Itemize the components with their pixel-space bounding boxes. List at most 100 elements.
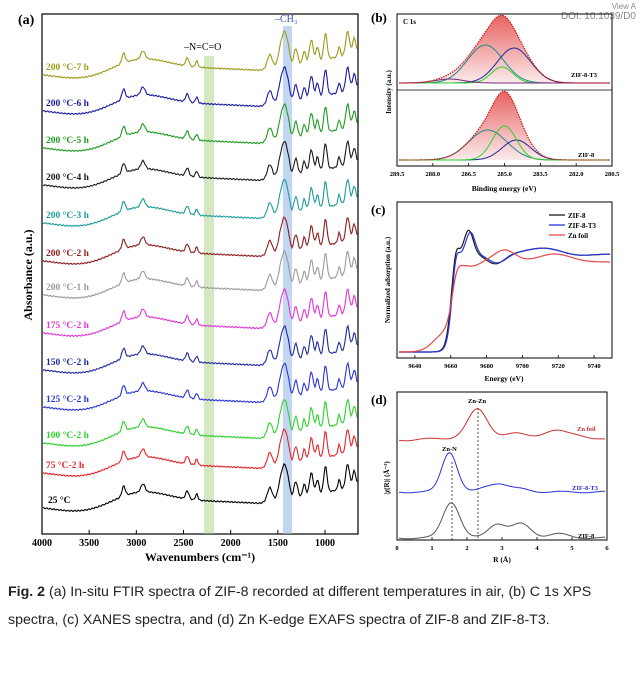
- xps-envelope-fill: [399, 15, 610, 83]
- ftir-trace: [42, 102, 358, 153]
- exafs-zn-foil: [398, 408, 605, 442]
- ftir-trace-label: 200 °C-6 h: [46, 98, 90, 109]
- exafs-curves: [398, 408, 605, 540]
- ftir-trace: [43, 361, 358, 412]
- x-tick-label: 1: [430, 545, 433, 552]
- ch3-band-label: –CH₃: [274, 14, 297, 25]
- doi-text: DOI: 10.1039/D0: [560, 11, 636, 22]
- panel-c-xlabel: Energy (eV): [485, 374, 524, 383]
- exafs-zif8-t3: [398, 452, 605, 494]
- panel-d-letter: (d): [371, 392, 387, 407]
- panel-b-title: C 1s: [403, 18, 416, 26]
- ftir-trace-label: 100 °C-2 h: [46, 430, 90, 441]
- ftir-trace-label: 200 °C-5 h: [46, 135, 90, 146]
- figure-caption: Fig. 2 (a) In-situ FTIR spectra of ZIF-8…: [8, 578, 634, 634]
- panel-d-frame: [396, 391, 608, 541]
- ftir-trace: [42, 398, 358, 448]
- panel-b-x-ticks: 289.5 288.0 286.5 285.0 283.5 282.0 280.5: [390, 163, 620, 178]
- ftir-trace-label: 200 °C-3 h: [46, 210, 90, 221]
- panel-b-letter: (b): [371, 10, 387, 25]
- x-tick-label: 4: [535, 545, 539, 552]
- ftir-trace-label: 25 °C: [48, 495, 71, 506]
- x-tick-label: 0: [395, 545, 398, 552]
- x-tick-label: 3000: [126, 538, 146, 549]
- ftir-traces: [42, 30, 358, 513]
- x-tick-label: 2: [465, 545, 468, 552]
- ftir-trace-label: 200 °C-1 h: [46, 282, 90, 293]
- panel-d-xlabel: R (Å): [493, 555, 511, 564]
- legend-t3: ZIF-8-T3: [568, 222, 597, 230]
- xanes-zif8-t3: [399, 231, 610, 353]
- xps-envelope: [399, 14, 610, 84]
- x-tick-label: 3500: [79, 538, 99, 549]
- ftir-trace-label: 75 °C-2 h: [46, 460, 85, 471]
- xps-envelope: [399, 90, 610, 161]
- view-text: View A: [611, 2, 636, 11]
- x-tick-label: 2500: [173, 538, 193, 549]
- nco-band: [204, 56, 214, 534]
- x-tick-label: 1000: [315, 538, 335, 549]
- panel-a-x-ticks: 4000 3500 3000 2500 2000 1500 1000: [32, 530, 335, 549]
- panel-a-xlabel: Wavenumbers (cm⁻¹): [145, 550, 255, 564]
- panel-b: (b) C 1s ZIF-8-T3 ZIF-8 289.5 288.0 286.5 2…: [371, 10, 620, 193]
- xps-label-zif8: ZIF-8: [578, 152, 595, 159]
- x-tick-label: 3: [500, 545, 504, 552]
- legend-zif8: ZIF-8: [568, 212, 586, 220]
- x-tick-label: 9700: [516, 363, 529, 370]
- panel-a-ylabel: Absorbance (a.u.): [21, 229, 35, 320]
- x-tick-label: 1500: [268, 538, 288, 549]
- x-tick-label: 286.5: [461, 171, 476, 178]
- panel-c-legend: ZIF-8 ZIF-8-T3 Zn foil: [549, 212, 597, 240]
- x-tick-label: 6: [605, 545, 609, 552]
- x-tick-label: 283.5: [533, 171, 548, 178]
- exafs-label-foil: Zn foil: [577, 426, 596, 433]
- ftir-trace-label: 200 °C-2 h: [46, 248, 90, 259]
- legend-foil: Zn foil: [568, 232, 588, 240]
- x-tick-label: 289.5: [390, 171, 405, 178]
- ftir-trace-label: 200 °C-7 h: [46, 62, 90, 73]
- ftir-trace-label: 175 °C-2 h: [46, 320, 90, 331]
- panel-d: (d) Zn-Zn Zn-N Zn foil ZIF-8-T3 ZIF-8 0 1…: [371, 391, 609, 564]
- zn-n-label: Zn-N: [442, 446, 457, 453]
- xanes-zn-foil: [399, 249, 610, 353]
- x-tick-label: 4000: [32, 538, 52, 549]
- x-tick-label: 288.0: [426, 171, 441, 178]
- x-tick-label: 285.0: [497, 171, 512, 178]
- panel-a-letter: (a): [18, 13, 35, 28]
- ftir-labels: 200 °C-7 h 200 °C-6 h 200 °C-5 h 200 °C-4 h…: [46, 62, 90, 506]
- ftir-trace: [42, 462, 358, 513]
- x-tick-label: 9660: [444, 363, 457, 370]
- caption-fig-label: Fig. 2: [8, 584, 46, 600]
- xanes-curves: [399, 229, 610, 353]
- ftir-trace: [42, 249, 358, 300]
- ftir-trace: [42, 30, 358, 80]
- caption-text: (a) In-situ FTIR spectra of ZIF-8 record…: [8, 584, 592, 628]
- x-tick-label: 5: [570, 545, 574, 552]
- ftir-trace: [42, 139, 358, 190]
- ftir-trace: [42, 216, 358, 266]
- xps-curves: [399, 14, 610, 161]
- ftir-trace-label: 125 °C-2 h: [46, 394, 90, 405]
- x-tick-label: 282.0: [569, 171, 584, 178]
- panel-c-ylabel: Normalized adsorption (a.u.): [384, 236, 392, 323]
- xps-label-t3: ZIF-8-T3: [571, 72, 598, 79]
- panel-c-frame: [396, 201, 613, 359]
- exafs-zif8: [398, 502, 605, 540]
- panel-b-ylabel: Intensity (a.u.): [385, 69, 393, 113]
- exafs-label-zif8: ZIF-8: [578, 533, 595, 540]
- panel-c-letter: (c): [371, 202, 385, 217]
- ftir-trace: [42, 288, 358, 338]
- nco-band-label: –N=C=O: [183, 42, 221, 53]
- corner-watermark: View A DOI: 10.1039/D0: [561, 2, 636, 23]
- x-tick-label: 280.5: [605, 171, 620, 178]
- ftir-trace: [42, 428, 358, 478]
- panel-c-x-ticks: 9640 9660 9680 9700 9720 9740: [408, 355, 601, 370]
- zn-zn-label: Zn-Zn: [468, 398, 486, 405]
- ftir-trace-label: 200 °C-4 h: [46, 172, 90, 183]
- ftir-trace: [42, 324, 358, 375]
- panel-a-frame: [41, 13, 359, 535]
- ftir-trace: [42, 178, 358, 228]
- exafs-label-t3: ZIF-8-T3: [572, 485, 599, 492]
